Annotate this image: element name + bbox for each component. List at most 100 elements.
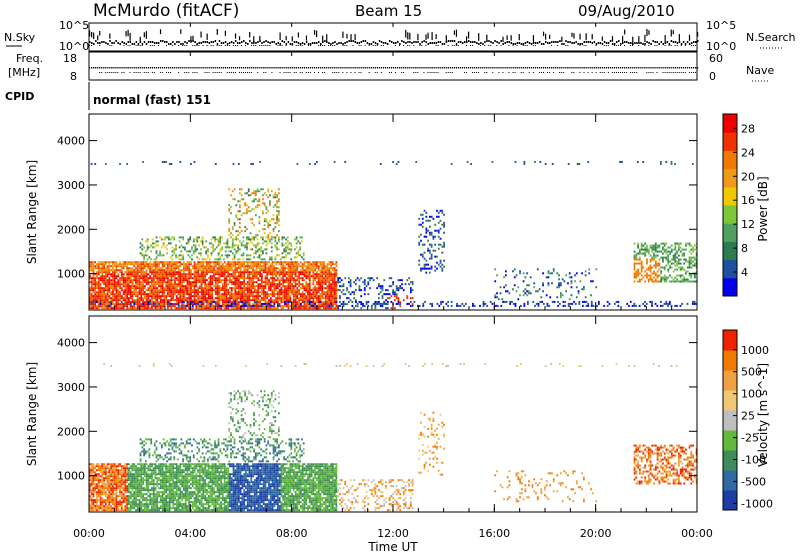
- nsky-sample: [453, 40, 456, 42]
- data-cell: [167, 283, 169, 286]
- data-cell: [335, 299, 338, 302]
- data-cell: [285, 287, 288, 290]
- freq-sample: [141, 67, 143, 69]
- data-cell: [241, 283, 244, 286]
- data-cell: [494, 296, 497, 299]
- data-cell: [202, 301, 205, 304]
- data-cell: [143, 263, 146, 266]
- data-cell: [265, 218, 268, 221]
- freq-sample: [626, 67, 628, 69]
- data-cell: [257, 267, 260, 270]
- data-cell: [323, 281, 325, 284]
- data-cell: [216, 283, 219, 286]
- freq-sample: [668, 67, 670, 69]
- data-cell: [193, 289, 196, 292]
- data-cell: [335, 283, 338, 286]
- data-cell: [409, 289, 412, 292]
- data-cell: [268, 305, 270, 308]
- data-cell: [319, 293, 322, 296]
- data-cell: [244, 226, 247, 229]
- data-cell: [207, 254, 209, 257]
- data-cell: [140, 299, 143, 302]
- nsky-sample: [680, 43, 683, 45]
- data-cell: [326, 263, 329, 266]
- data-cell: [131, 273, 134, 276]
- data-cell: [328, 285, 331, 288]
- data-cell: [124, 261, 127, 264]
- data-cell: [294, 269, 297, 272]
- nsky-spike: [305, 35, 308, 41]
- data-cell: [434, 243, 437, 246]
- data-cell: [443, 265, 445, 268]
- freq-sample: [356, 67, 358, 69]
- data-cell: [258, 190, 261, 193]
- data-cell: [638, 248, 641, 251]
- data-cell: [256, 238, 259, 241]
- data-cell: [126, 301, 129, 304]
- data-cell: [312, 275, 315, 278]
- nsky-sample: [478, 43, 480, 45]
- data-cell: [225, 297, 228, 300]
- data-cell: [233, 256, 236, 259]
- data-cell: [244, 212, 247, 215]
- data-cell: [353, 291, 355, 294]
- nsky-spike: [622, 35, 624, 44]
- data-cell: [99, 289, 102, 292]
- data-cell: [282, 285, 285, 288]
- data-cell: [258, 198, 261, 201]
- data-cell: [223, 291, 226, 294]
- data-cell: [296, 297, 299, 300]
- data-cell: [319, 295, 322, 298]
- data-cell: [287, 281, 290, 284]
- data-cell: [282, 267, 285, 270]
- data-cell: [174, 279, 176, 282]
- data-cell: [211, 279, 214, 282]
- data-cell: [363, 279, 366, 282]
- data-cell: [346, 303, 348, 306]
- freq-sample: [129, 67, 131, 69]
- data-cell: [246, 192, 248, 195]
- data-cell: [298, 273, 301, 276]
- data-cell: [237, 263, 240, 266]
- data-cell: [358, 287, 361, 290]
- data-cell: [436, 267, 438, 270]
- data-cell: [330, 299, 332, 302]
- data-cell: [574, 274, 576, 277]
- data-cell: [310, 297, 313, 300]
- nave-sample: [178, 72, 180, 73]
- data-cell: [217, 252, 220, 255]
- data-cell: [250, 285, 253, 288]
- nave-sample: [676, 72, 678, 73]
- data-cell: [202, 275, 205, 278]
- data-cell: [115, 277, 118, 280]
- data-cell: [206, 263, 208, 266]
- data-cell: [161, 305, 164, 308]
- data-cell: [174, 275, 176, 278]
- data-cell: [110, 299, 113, 302]
- data-cell: [138, 291, 141, 294]
- data-cell: [278, 279, 281, 282]
- data-cell: [97, 285, 100, 288]
- data-cell: [308, 297, 311, 300]
- data-cell: [280, 277, 283, 280]
- data-cell: [113, 293, 116, 296]
- data-cell: [131, 275, 134, 278]
- data-cell: [202, 263, 205, 266]
- freq-sample: [91, 67, 93, 69]
- freq-sample: [680, 67, 682, 69]
- data-cell: [204, 277, 207, 280]
- data-cell: [303, 273, 306, 276]
- data-cell: [110, 293, 113, 296]
- data-cell: [287, 275, 290, 278]
- freq-sample: [697, 67, 699, 69]
- data-cell: [406, 295, 409, 298]
- data-cell: [173, 252, 176, 255]
- data-cell: [273, 273, 276, 276]
- nsky-sample: [433, 42, 436, 44]
- data-cell: [261, 287, 263, 290]
- data-cell: [282, 275, 285, 278]
- data-cell: [151, 277, 153, 280]
- data-cell: [533, 282, 536, 285]
- data-cell: [245, 283, 247, 286]
- data-cell: [151, 279, 153, 282]
